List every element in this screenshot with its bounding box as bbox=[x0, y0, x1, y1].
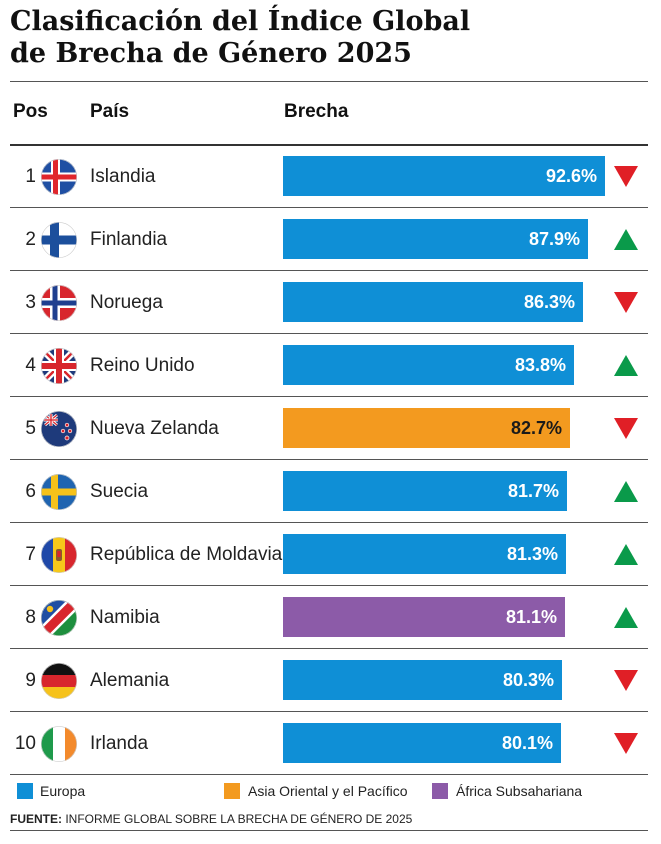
source-note: FUENTE: INFORME GLOBAL SOBRE LA BRECHA D… bbox=[10, 812, 412, 826]
bar-value-label: 81.1% bbox=[505, 607, 557, 627]
legend-swatch-asia bbox=[224, 783, 240, 799]
table-row: 9 Alemania 80.3% bbox=[10, 649, 648, 712]
new-zealand-flag-icon bbox=[41, 411, 77, 447]
table-row: 3 Noruega 86.3% bbox=[10, 271, 648, 334]
rank-position: 8 bbox=[25, 607, 36, 628]
trend-down-icon bbox=[614, 292, 638, 313]
sweden-flag-icon bbox=[41, 474, 77, 510]
uk-flag-icon bbox=[41, 348, 77, 384]
germany-flag-icon bbox=[41, 663, 77, 699]
gap-bar: 86.3% bbox=[283, 282, 583, 322]
header-pos: Pos bbox=[13, 101, 48, 122]
header-country: País bbox=[90, 101, 130, 122]
norway-flag-icon bbox=[41, 285, 77, 321]
rank-position: 4 bbox=[25, 355, 36, 376]
title-line-2: de Brecha de Género 2025 bbox=[10, 38, 412, 69]
rank-position: 7 bbox=[25, 544, 36, 565]
bar-value-label: 80.1% bbox=[501, 733, 553, 753]
row-divider bbox=[10, 711, 648, 712]
country-name: Irlanda bbox=[90, 733, 149, 754]
legend-swatch-africa bbox=[432, 783, 448, 799]
table-row: 6 Suecia 81.7% bbox=[10, 460, 648, 523]
gap-bar: 81.3% bbox=[283, 534, 566, 574]
row-divider bbox=[10, 648, 648, 649]
trend-up-icon bbox=[614, 355, 638, 376]
trend-up-icon bbox=[614, 544, 638, 565]
bar-value-label: 92.6% bbox=[545, 166, 597, 186]
country-name: Suecia bbox=[90, 481, 149, 502]
trend-down-icon bbox=[614, 670, 638, 691]
country-name: Noruega bbox=[90, 292, 163, 313]
bar-value-label: 87.9% bbox=[528, 229, 580, 249]
row-divider bbox=[10, 585, 648, 586]
gap-bar: 87.9% bbox=[283, 219, 588, 259]
trend-down-icon bbox=[614, 166, 638, 187]
bottom-rule bbox=[10, 830, 648, 831]
country-name: Reino Unido bbox=[90, 355, 195, 376]
namibia-flag-icon bbox=[41, 600, 77, 636]
country-name: Namibia bbox=[90, 607, 160, 628]
bar-value-label: 80.3% bbox=[502, 670, 554, 690]
bar-value-label: 82.7% bbox=[510, 418, 562, 438]
trend-up-icon bbox=[614, 607, 638, 628]
row-divider bbox=[10, 459, 648, 460]
gap-bar: 82.7% bbox=[283, 408, 570, 448]
legend-swatch-europa bbox=[17, 783, 33, 799]
row-divider bbox=[10, 207, 648, 208]
ireland-flag-icon bbox=[41, 726, 77, 762]
header-rule bbox=[10, 144, 648, 146]
gap-bar: 81.1% bbox=[283, 597, 565, 637]
bar-value-label: 81.7% bbox=[507, 481, 559, 501]
legend-label-europa: Europa bbox=[40, 783, 86, 799]
table-row: 4 Reino Unido 83.8% bbox=[10, 334, 648, 397]
gap-bar: 83.8% bbox=[283, 345, 574, 385]
finland-flag-icon bbox=[41, 222, 77, 258]
legend-label-asia: Asia Oriental y el Pacífico bbox=[248, 783, 408, 799]
legend: Europa Asia Oriental y el Pacífico Áfric… bbox=[0, 782, 661, 802]
row-divider bbox=[10, 396, 648, 397]
legend-label-africa: África Subsahariana bbox=[456, 783, 583, 799]
gap-bar: 92.6% bbox=[283, 156, 605, 196]
rank-position: 3 bbox=[25, 292, 36, 313]
row-divider bbox=[10, 270, 648, 271]
iceland-flag-icon bbox=[41, 159, 77, 195]
table-row: 10 Irlanda 80.1% bbox=[10, 712, 648, 775]
country-name: Finlandia bbox=[90, 229, 168, 250]
source-label: FUENTE: bbox=[10, 812, 62, 826]
gap-bar: 80.3% bbox=[283, 660, 562, 700]
moldova-flag-icon bbox=[41, 537, 77, 573]
trend-up-icon bbox=[614, 481, 638, 502]
table-row: 7 República de Moldavia 81.3% bbox=[10, 523, 648, 586]
country-name: Islandia bbox=[90, 166, 156, 187]
country-name: República de Moldavia bbox=[90, 544, 283, 565]
row-divider bbox=[10, 333, 648, 334]
bar-value-label: 86.3% bbox=[523, 292, 575, 312]
rank-position: 2 bbox=[25, 229, 36, 250]
table-row: 1 Islandia 92.6% bbox=[10, 145, 648, 208]
rank-position: 5 bbox=[25, 418, 36, 439]
rank-position: 9 bbox=[25, 670, 36, 691]
row-divider bbox=[10, 774, 648, 775]
table-row: 8 Namibia 81.1% bbox=[10, 586, 648, 649]
rank-position: 10 bbox=[14, 733, 36, 754]
gap-bar: 80.1% bbox=[283, 723, 561, 763]
trend-down-icon bbox=[614, 418, 638, 439]
header-gap: Brecha bbox=[284, 101, 349, 122]
rank-position: 1 bbox=[25, 166, 36, 187]
table-row: 5 Nueva Zelanda 82.7% bbox=[10, 397, 648, 460]
chart-title: Clasificación del Índice Global de Brecha… bbox=[10, 6, 650, 70]
bar-value-label: 81.3% bbox=[506, 544, 558, 564]
rank-position: 6 bbox=[25, 481, 36, 502]
country-name: Nueva Zelanda bbox=[90, 418, 219, 439]
title-line-1: Clasificación del Índice Global bbox=[10, 6, 471, 37]
row-divider bbox=[10, 522, 648, 523]
trend-down-icon bbox=[614, 733, 638, 754]
title-rule bbox=[10, 81, 648, 82]
trend-up-icon bbox=[614, 229, 638, 250]
gap-bar: 81.7% bbox=[283, 471, 567, 511]
country-name: Alemania bbox=[90, 670, 170, 691]
bar-value-label: 83.8% bbox=[514, 355, 566, 375]
table-row: 2 Finlandia 87.9% bbox=[10, 208, 648, 271]
source-text: INFORME GLOBAL SOBRE LA BRECHA DE GÉNERO… bbox=[62, 812, 413, 826]
